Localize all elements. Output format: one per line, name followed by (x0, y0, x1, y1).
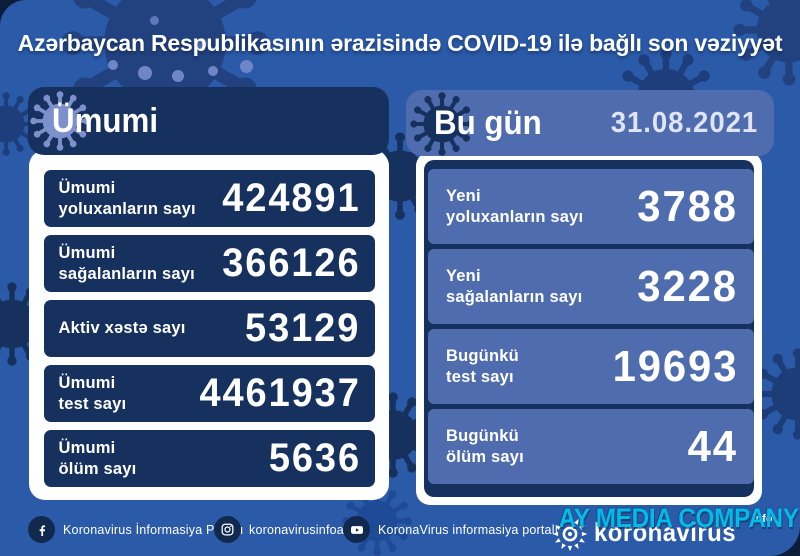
stat-row-new-recovered: Yeni sağalanların sayı 3228 (428, 249, 754, 324)
stat-value: 44 (687, 421, 738, 471)
youtube-icon (343, 516, 370, 543)
stat-label: Ümumi sağalanların sayı (59, 243, 195, 284)
right-panel-card: Yeni yoluxanların sayı 3788 Yeni sağalan… (416, 152, 762, 505)
stat-value: 424891 (222, 176, 361, 220)
instagram-icon (214, 516, 241, 543)
page-title: Azərbaycan Respublikasının ərazisində CO… (17, 30, 783, 56)
stat-label: Ümumi ölüm sayı (59, 438, 137, 479)
stat-value: 4461937 (199, 371, 361, 415)
stat-label-line1: Bugünkü (446, 346, 519, 365)
logo-suffix: info (752, 513, 773, 525)
stat-label: Bugünkü test sayı (446, 346, 519, 387)
stat-label: Yeni yoluxanların sayı (446, 186, 583, 227)
stat-label-line1: Aktiv xəstə sayı (58, 319, 186, 338)
watermark: AY MEDIA COMPANY (558, 503, 799, 533)
stat-label-line1: Ümumi (58, 178, 116, 197)
youtube-label: KoronaVirus informasiya portalı (378, 522, 559, 537)
left-panel-title: Ümumi (52, 101, 159, 140)
date-label: 31.08.2021 (610, 106, 758, 139)
stat-row-today-deaths: Bugünkü ölüm sayı 44 (428, 409, 754, 484)
facebook-label: Koronavirus İnformasiya Portalı (63, 522, 244, 537)
stat-label: Ümumi yoluxanların sayı (59, 178, 196, 219)
stat-label: Ümumi test sayı (59, 373, 127, 414)
stat-label-line2: yoluxanların sayı (446, 207, 584, 226)
stat-label-line2: sağalanların sayı (446, 287, 583, 306)
stat-label-line2: test sayı (446, 367, 514, 386)
stat-label: Bugünkü ölüm sayı (446, 426, 524, 467)
stat-label-line1: Ümumi (58, 373, 116, 392)
stat-row-total-recovered: Ümumi sağalanların sayı 366126 (43, 235, 375, 292)
stat-label-line2: test sayı (58, 394, 127, 413)
stat-label: Aktiv xəstə sayı (59, 318, 186, 339)
stat-value: 3788 (637, 181, 738, 231)
right-panel-inner: Yeni yoluxanların sayı 3788 Yeni sağalan… (424, 160, 754, 497)
youtube-link[interactable]: KoronaVirus informasiya portalı (343, 516, 558, 543)
stat-label-line2: ölüm sayı (58, 459, 137, 478)
instagram-link[interactable]: koronavirusinfoaz (214, 516, 350, 543)
stat-label-line1: Bugünkü (446, 426, 519, 445)
facebook-icon (28, 516, 55, 543)
stat-value: 19693 (612, 341, 738, 391)
stat-value: 5636 (268, 436, 361, 480)
stat-row-total-infected: Ümumi yoluxanların sayı 424891 (43, 170, 375, 227)
stat-value: 53129 (245, 306, 361, 350)
stat-label: Yeni sağalanların sayı (446, 266, 582, 307)
footer: Koronavirus İnformasiya Portalı koronavi… (0, 510, 800, 556)
right-panel-title: Bu gün (434, 103, 542, 142)
stat-label-line2: sağalanların sayı (58, 264, 195, 283)
stat-row-total-deaths: Ümumi ölüm sayı 5636 (43, 430, 375, 487)
logo-text: koronavirus (594, 517, 736, 547)
stat-label-line2: ölüm sayı (446, 447, 524, 466)
stat-value: 3228 (637, 261, 738, 311)
stat-label-line2: yoluxanların sayı (58, 199, 196, 218)
instagram-label: koronavirusinfoaz (249, 522, 351, 537)
stat-row-active-cases: Aktiv xəstə sayı 53129 (43, 300, 375, 357)
koronavirus-info-logo[interactable]: koronavirus info (552, 512, 773, 548)
stat-row-new-infected: Yeni yoluxanların sayı 3788 (428, 169, 754, 244)
stat-label-line1: Yeni (446, 266, 481, 285)
stat-label-line1: Yeni (446, 186, 481, 205)
left-panel-header: Ümumi (28, 87, 389, 155)
left-panel-card: Ümumi yoluxanların sayı 424891 Ümumi sağ… (29, 150, 389, 500)
stat-row-total-tests: Ümumi test sayı 4461937 (43, 365, 375, 422)
stat-label-line1: Ümumi (58, 438, 116, 457)
right-panel-header: Bu gün 31.08.2021 (406, 90, 774, 156)
stat-label-line1: Ümumi (58, 243, 116, 262)
facebook-link[interactable]: Koronavirus İnformasiya Portalı (28, 516, 244, 543)
stat-row-today-tests: Bugünkü test sayı 19693 (428, 329, 754, 404)
stat-value: 366126 (222, 241, 361, 285)
